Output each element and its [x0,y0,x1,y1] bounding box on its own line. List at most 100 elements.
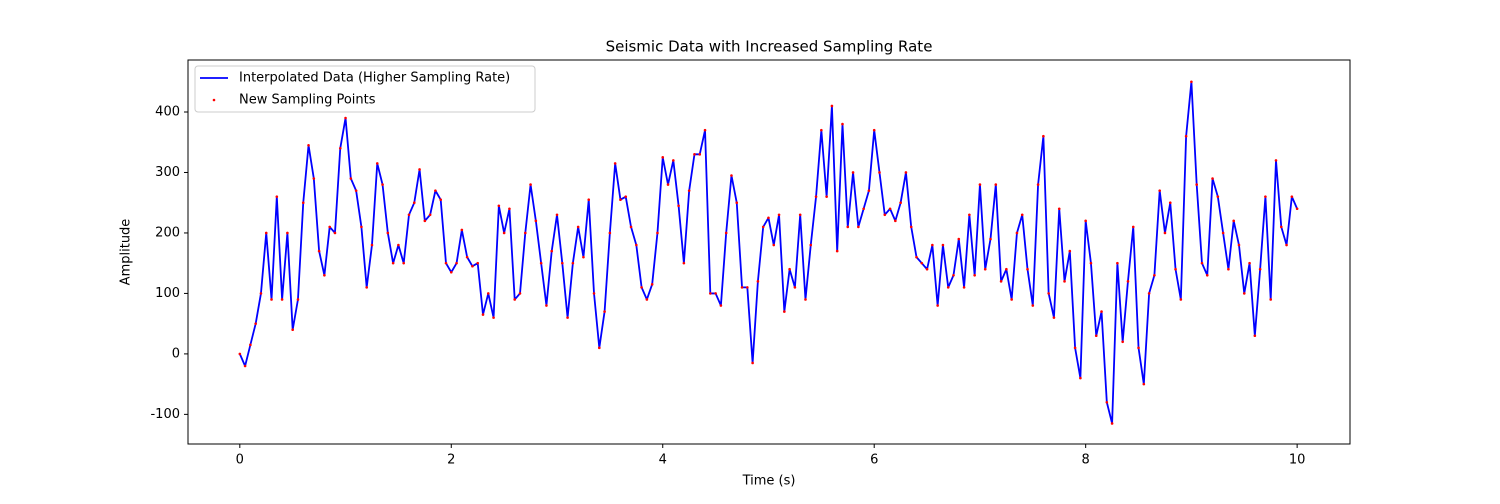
sample-point [777,213,781,217]
sample-point [672,159,675,162]
sample-point [1131,225,1135,229]
sample-point [640,286,643,289]
sample-point [804,298,807,301]
sample-point [862,207,865,211]
sample-point [820,128,823,132]
sample-point [952,273,955,277]
sample-point [254,322,257,325]
sample-point [613,162,617,165]
sample-point [650,283,654,286]
sample-point [550,249,554,253]
sample-point [307,143,310,147]
sample-point [989,237,992,241]
sample-point [629,225,633,229]
sample-point [904,171,908,174]
sample-point [999,280,1003,283]
sample-point [925,267,929,271]
sample-point [539,261,543,265]
sample-point [994,183,998,186]
sample-point [894,219,897,223]
sample-point [1279,225,1283,229]
sample-point [1084,219,1087,223]
sample-point [1274,159,1278,162]
sample-point [1105,400,1109,404]
sample-point [571,261,575,265]
sample-point [1242,292,1246,295]
sample-point [719,304,723,307]
sample-point [835,249,839,253]
sample-point [714,292,717,295]
x-tick-label: 2 [447,453,455,468]
sample-point [529,183,532,186]
sample-point [280,298,284,301]
sample-point [645,298,649,301]
sample-point [751,361,754,365]
sample-point [296,298,300,301]
sample-point [270,298,273,301]
sample-point [423,219,427,223]
sample-point [1005,267,1008,271]
sample-point [1179,298,1183,301]
sample-point [243,364,247,368]
sample-point [841,122,844,126]
sample-point [788,267,791,271]
sample-point [1052,316,1056,319]
sample-point [249,343,252,347]
data-line [238,80,1298,425]
sample-point [656,231,659,235]
sample-point [1121,340,1124,344]
legend-label: New Sampling Points [239,93,376,108]
sample-point [608,231,612,235]
sample-point [883,213,887,217]
sample-point [375,162,379,165]
sample-point [439,198,443,201]
sample-point [428,213,432,217]
sample-point [872,128,876,132]
sample-point [301,201,305,205]
sample-point [1248,261,1251,265]
sample-point [846,225,850,229]
sample-point [333,231,337,235]
y-axis-label: Amplitude [119,219,134,286]
sample-point [323,273,326,277]
chart-title: Seismic Data with Increased Sampling Rat… [606,38,933,56]
sample-point [317,249,321,253]
sample-point [455,261,458,265]
sample-point [687,189,691,192]
sample-point [1126,280,1130,283]
x-tick-label: 6 [870,453,878,468]
sample-point [941,243,945,247]
x-tick-label: 0 [236,453,244,468]
sample-point [1269,298,1273,301]
sample-point [1068,249,1072,253]
sample-point [486,292,490,295]
sample-point [867,189,871,192]
y-tick-label: 0 [172,346,180,361]
sample-point [1063,280,1066,283]
sample-point [761,225,765,229]
sample-point [915,255,918,259]
y-tick-label: 200 [155,225,180,240]
sample-point [962,286,966,289]
sample-point [1031,304,1035,307]
sample-point [1110,422,1114,425]
sample-point [709,292,712,295]
sample-point [397,243,400,247]
sample-point [275,195,279,198]
sample-point [1190,80,1193,84]
sample-point [328,225,331,229]
sample-point [624,195,628,198]
sample-point [677,204,680,208]
sample-point [931,243,934,247]
sample-point [1042,134,1045,138]
y-tick-label: -100 [150,407,180,422]
sample-point [344,116,347,120]
sample-point [354,189,358,192]
sample-point [449,270,453,274]
sample-point [693,153,696,156]
sample-point [1142,382,1146,386]
sample-point [1057,207,1061,211]
sample-point [1026,267,1029,271]
sample-point [1089,261,1093,265]
sample-point [460,228,464,232]
